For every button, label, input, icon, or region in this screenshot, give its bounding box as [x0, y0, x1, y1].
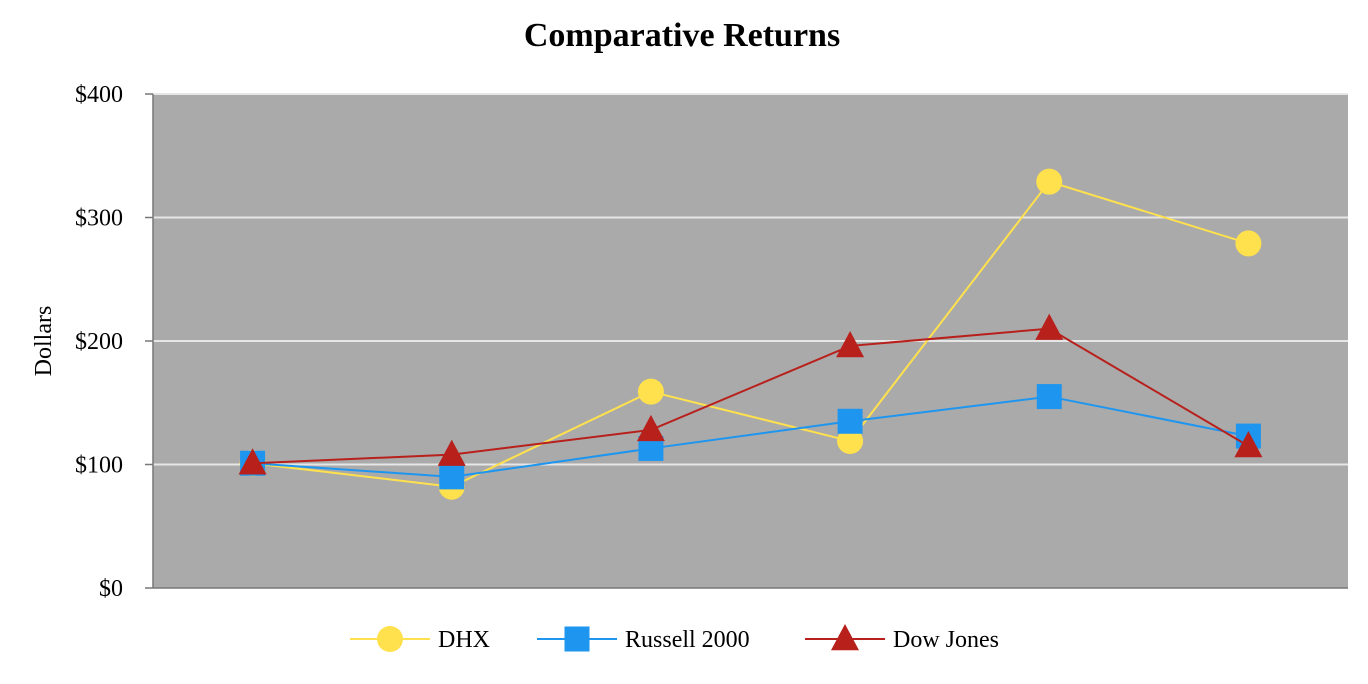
- series-group: [238, 168, 1263, 500]
- legend-label: DHX: [438, 627, 490, 653]
- y-tick-label: $100: [75, 453, 123, 479]
- chart-title: Comparative Returns: [524, 17, 840, 54]
- data-point-dow-jones: [238, 448, 267, 475]
- legend-label: Russell 2000: [625, 627, 750, 653]
- data-point-dhx: [637, 378, 664, 405]
- y-tick-label: $300: [75, 206, 123, 232]
- legend-item-dhx: DHX: [350, 626, 490, 653]
- y-tick-label: $0: [99, 576, 123, 602]
- legend-marker: [564, 626, 590, 652]
- legend-item-russell-2000: Russell 2000: [537, 626, 750, 653]
- legend-item-dow-jones: Dow Jones: [805, 624, 999, 653]
- data-point-russell-2000: [439, 464, 465, 490]
- legend-marker: [377, 626, 403, 652]
- data-point-dow-jones: [437, 439, 466, 466]
- series-line-dow-jones: [252, 327, 1249, 465]
- legend: DHX Russell 2000 Dow Jones: [350, 624, 999, 653]
- data-point-dhx: [1036, 168, 1063, 195]
- data-point-russell-2000: [837, 408, 863, 434]
- data-point-dow-jones: [636, 414, 665, 442]
- data-point-russell-2000: [1036, 384, 1062, 410]
- data-point-dow-jones: [1234, 430, 1263, 458]
- legend-label: Dow Jones: [893, 627, 999, 653]
- y-axis-ticks: $0 $100 $200 $300 $400: [75, 82, 153, 602]
- data-point-dow-jones: [1035, 313, 1064, 340]
- series-dow-jones: [238, 313, 1263, 475]
- series-line-russell-2000: [252, 395, 1249, 478]
- data-point-dhx: [837, 428, 864, 455]
- y-tick-label: $200: [75, 329, 123, 355]
- gridlines: [153, 93, 1348, 466]
- legend-marker: [831, 624, 859, 651]
- series-line-dhx: [252, 180, 1249, 488]
- data-point-dhx: [1235, 230, 1262, 257]
- y-axis-label: Dollars: [31, 306, 57, 377]
- y-tick-label: $400: [75, 82, 123, 108]
- data-point-dow-jones: [836, 330, 865, 358]
